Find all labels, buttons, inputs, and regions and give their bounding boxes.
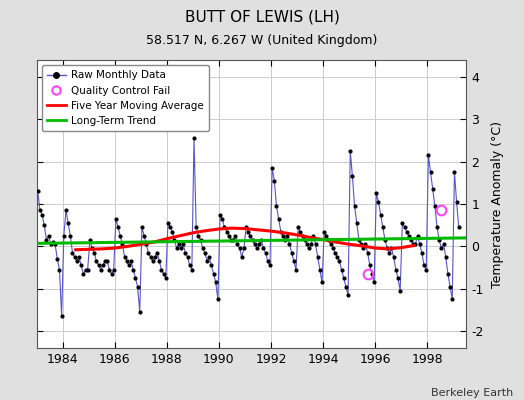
Legend: Raw Monthly Data, Quality Control Fail, Five Year Moving Average, Long-Term Tren: Raw Monthly Data, Quality Control Fail, … [42, 65, 209, 131]
Y-axis label: Temperature Anomaly (°C): Temperature Anomaly (°C) [490, 120, 504, 288]
Text: BUTT OF LEWIS (LH): BUTT OF LEWIS (LH) [184, 10, 340, 25]
Text: 58.517 N, 6.267 W (United Kingdom): 58.517 N, 6.267 W (United Kingdom) [146, 34, 378, 47]
Text: Berkeley Earth: Berkeley Earth [431, 388, 514, 398]
